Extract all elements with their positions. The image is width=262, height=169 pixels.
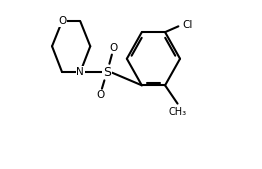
Text: Cl: Cl: [183, 20, 193, 30]
Text: N: N: [77, 67, 84, 77]
Text: O: O: [58, 16, 66, 26]
Text: O: O: [110, 43, 118, 53]
Text: S: S: [103, 66, 111, 79]
Text: CH₃: CH₃: [168, 107, 187, 117]
Text: O: O: [96, 90, 104, 100]
